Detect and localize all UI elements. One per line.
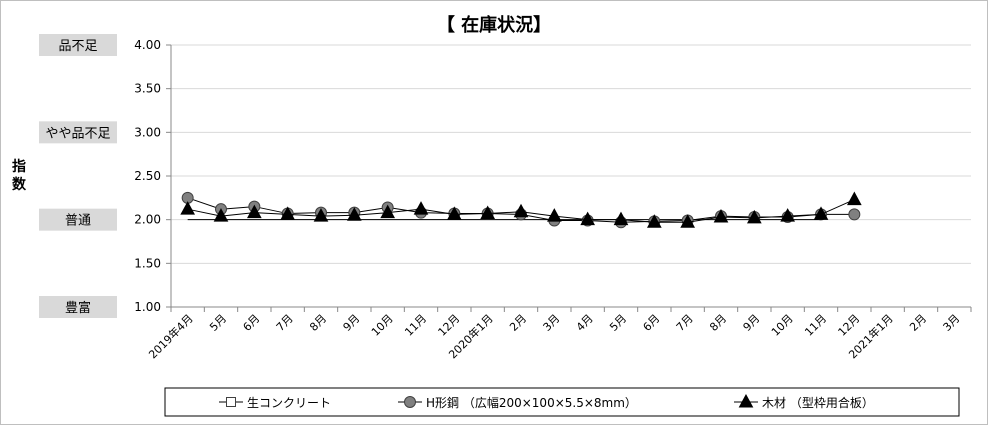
data-point (713, 208, 729, 223)
legend-marker (226, 397, 236, 407)
data-point (180, 201, 196, 215)
x-tick-label: 12月 (836, 312, 863, 339)
data-point (513, 203, 529, 218)
x-tick-label: 4月 (574, 312, 596, 334)
x-tick-label: 3月 (941, 312, 963, 334)
x-tick-label: 10月 (769, 312, 796, 339)
legend-label: H形鋼 （広幅200×100×5.5×8mm） (426, 395, 637, 410)
x-tick-label: 8月 (707, 312, 729, 334)
x-tick-label: 2019年4月 (146, 311, 196, 361)
x-tick-label: 2月 (507, 312, 529, 334)
y-category-label: 豊富 (65, 300, 91, 316)
data-point (246, 204, 262, 219)
data-point (680, 214, 696, 228)
legend: 生コンクリート H形鋼 （広幅200×100×5.5×8mm） 木材 （型枠用合板） (164, 387, 960, 417)
y-tick-label: 3.50 (134, 82, 161, 96)
data-point (613, 211, 629, 226)
x-tick-label: 11月 (402, 312, 429, 339)
legend-marker (404, 396, 416, 408)
y-category-box (39, 208, 117, 231)
x-tick-label: 12月 (436, 312, 463, 339)
data-point (646, 214, 662, 228)
data-point (846, 191, 862, 206)
x-tick-label: 6月 (241, 312, 263, 334)
x-tick-label: 5月 (207, 312, 229, 334)
y-tick-label: 2.00 (134, 213, 161, 227)
chart-title: 【 在庫状況】 (437, 14, 551, 36)
x-tick-label: 11月 (802, 312, 829, 339)
y-category-box (39, 121, 117, 144)
data-point (580, 211, 596, 226)
data-point (380, 204, 396, 219)
y-tick-label: 2.50 (134, 169, 161, 183)
x-tick-label: 6月 (641, 312, 663, 334)
data-point (813, 206, 829, 220)
x-tick-label: 7月 (674, 312, 696, 334)
data-point (780, 208, 796, 222)
y-category-label: 品不足 (58, 39, 97, 54)
series-3 (180, 191, 862, 228)
y-axis-label: 指数 (12, 158, 27, 193)
y-axis-title-char: 数 (12, 176, 27, 193)
y-category-box (39, 34, 117, 56)
legend-label: 木材 （型枠用合板） (762, 395, 874, 410)
x-tick-label: 3月 (541, 312, 563, 334)
data-point (346, 207, 362, 221)
data-point (546, 208, 562, 222)
series-layer (180, 191, 862, 229)
y-axis-title: 指数 (12, 158, 27, 193)
legend-label: 生コンクリート (247, 396, 331, 410)
data-point (313, 208, 329, 222)
y-category-box (39, 296, 117, 318)
data-point (480, 205, 496, 220)
x-tick-label: 5月 (607, 312, 629, 334)
y-category-label: やや品不足 (45, 126, 110, 141)
y-tick-label: 3.00 (134, 125, 161, 139)
y-category-label: 普通 (65, 214, 91, 229)
y-tick-label: 1.50 (134, 256, 161, 270)
x-tick-label: 9月 (741, 312, 763, 334)
x-tick-label: 9月 (341, 312, 363, 334)
gridlines (171, 44, 971, 308)
x-tick-label: 2月 (907, 312, 929, 334)
data-point (280, 206, 296, 220)
data-point (446, 206, 462, 220)
data-point (746, 209, 762, 224)
legend-marker (738, 393, 754, 408)
data-point (848, 208, 861, 221)
y-tick-label: 4.00 (134, 38, 161, 52)
y-axis-title-char: 指 (12, 158, 26, 175)
legend-box (164, 387, 960, 417)
data-point (413, 201, 429, 215)
data-point (213, 208, 229, 222)
x-tick-label: 8月 (307, 312, 329, 334)
x-tick-label: 7月 (274, 312, 296, 334)
y-tick-label: 1.00 (134, 300, 161, 314)
x-tick-label: 10月 (369, 312, 396, 339)
